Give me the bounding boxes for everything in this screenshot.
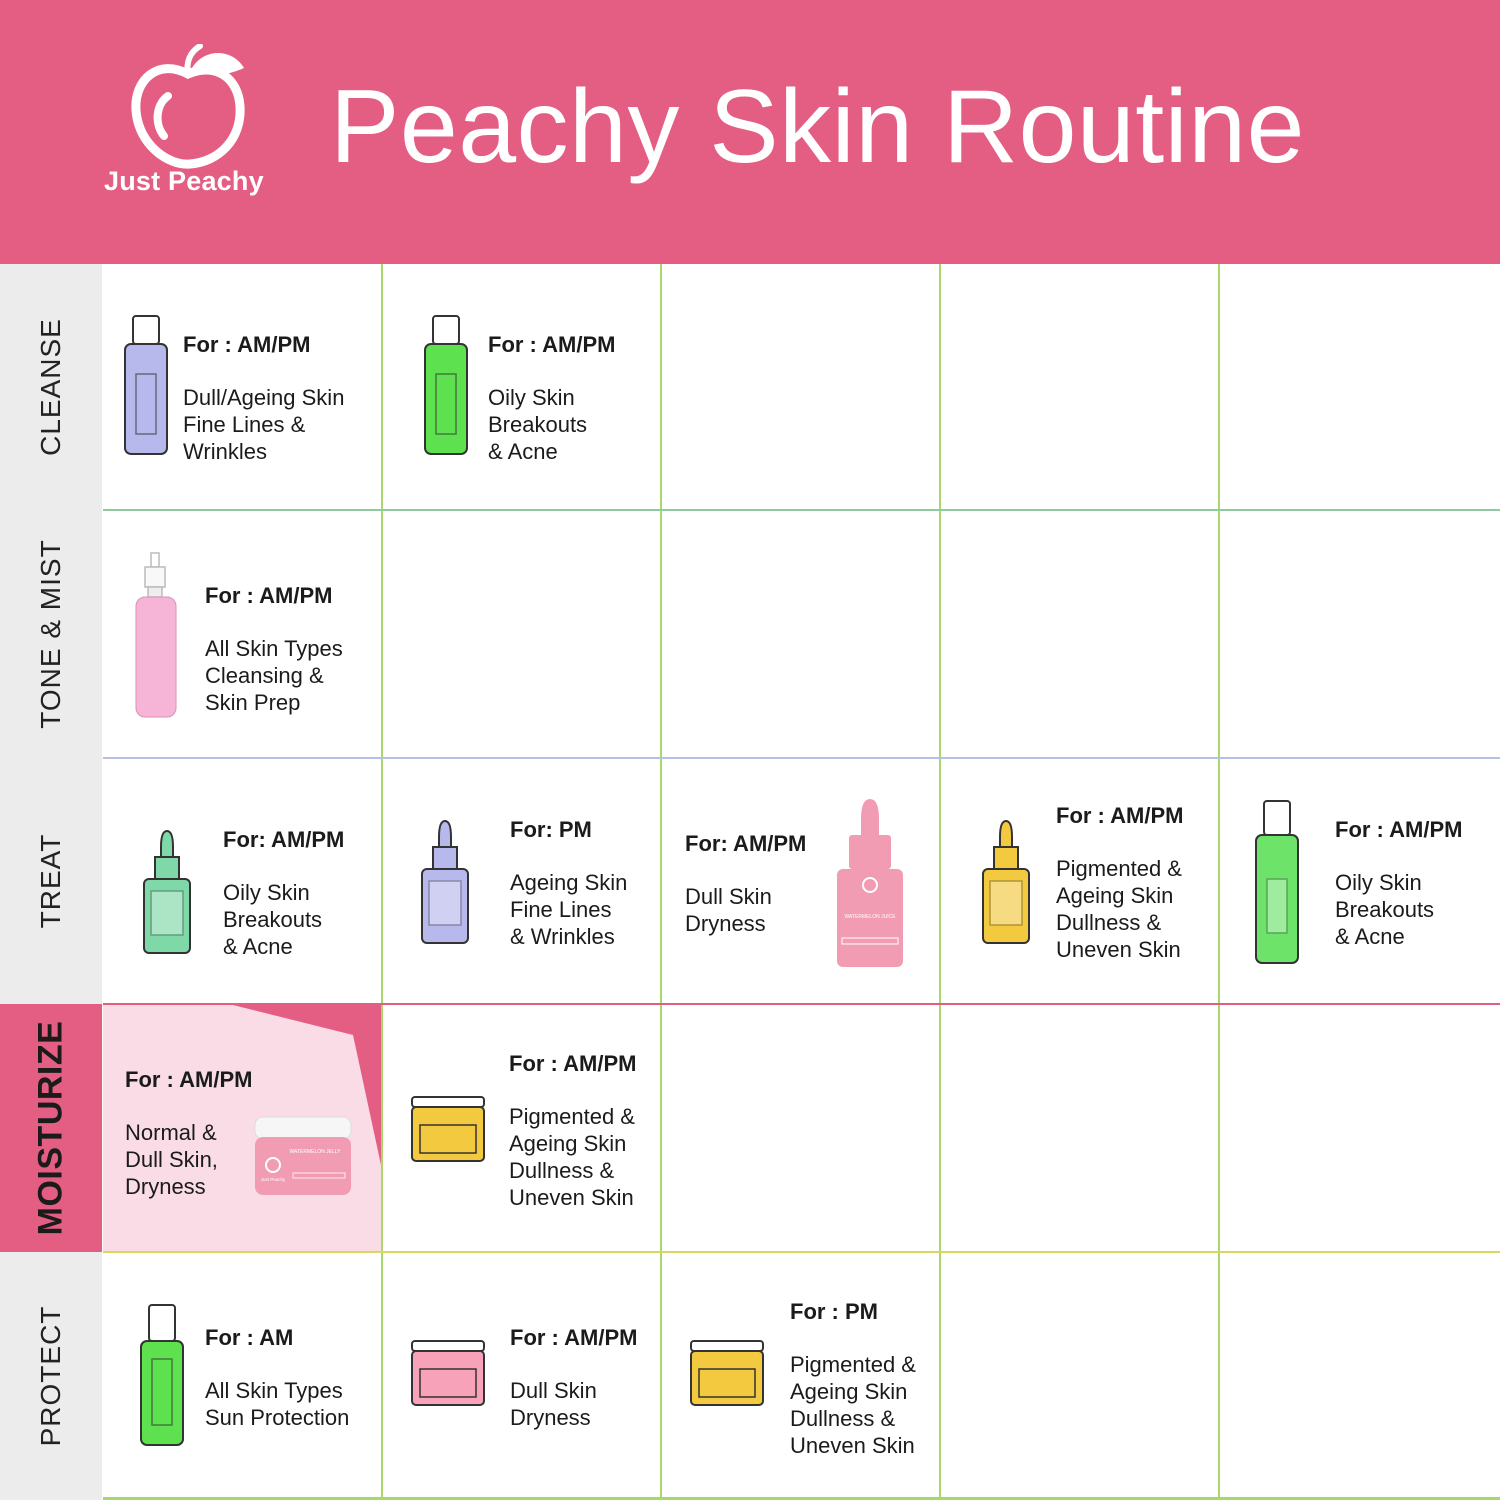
cell-text: For : AM/PM Pigmented & Ageing Skin Dull… — [1056, 803, 1184, 963]
usage-time: For : AM — [205, 1325, 294, 1350]
grid-cell: For : AM/PM Pigmented & Ageing Skin Dull… — [383, 1005, 660, 1251]
grid-line-vertical — [381, 264, 383, 1500]
grid-cell: For: AM/PM Dull Skin Dryness WATERMELON … — [662, 759, 939, 1003]
grid-line-vertical — [1218, 264, 1220, 1500]
page-title: Peachy Skin Routine — [330, 69, 1305, 185]
pump-bottle-icon — [140, 1304, 184, 1446]
skin-concerns: Pigmented & Ageing Skin Dullness & Uneve… — [790, 1352, 916, 1458]
usage-time: For : AM/PM — [125, 1067, 253, 1092]
skin-concerns: Pigmented & Ageing Skin Dullness & Uneve… — [1056, 856, 1182, 962]
skin-concerns: All Skin Types Cleansing & Skin Prep — [205, 636, 343, 715]
row-label-cleanse: CLEANSE — [0, 264, 102, 510]
brand-name: Just Peachy — [104, 166, 264, 196]
cell-text: For : AM/PM Normal & Dull Skin, Dryness — [125, 1067, 253, 1200]
usage-time: For: PM — [510, 817, 592, 842]
grid-line-horizontal — [103, 509, 1500, 511]
cell-text: For: AM/PM Dull Skin Dryness — [685, 831, 806, 937]
grid-cell: For : AM/PM Dull/Ageing Skin Fine Lines … — [103, 264, 381, 509]
cell-text: For: PM Ageing Skin Fine Lines & Wrinkle… — [510, 817, 627, 950]
pump-bottle-icon — [124, 315, 168, 455]
usage-time: For: AM/PM — [223, 827, 345, 852]
skin-concerns: All Skin Types Sun Protection — [205, 1378, 350, 1430]
grid-cell: For : AM/PM Pigmented & Ageing Skin Dull… — [942, 759, 1218, 1003]
row-label-moisturize: MOISTURIZE — [0, 1004, 102, 1252]
row-label-protect: PROTECT — [0, 1252, 102, 1500]
grid-line-vertical — [660, 264, 662, 1500]
grid-cell: For : AM/PM All Skin Types Cleansing & S… — [103, 511, 381, 757]
cell-text: For : AM/PM Oily Skin Breakouts & Acne — [1335, 817, 1463, 950]
cell-text: For : AM/PM Pigmented & Ageing Skin Dull… — [509, 1051, 637, 1211]
jar-icon — [411, 1340, 485, 1406]
skin-concerns: Oily Skin Breakouts & Acne — [223, 880, 323, 959]
grid-line-vertical — [939, 264, 941, 1500]
cell-text: For : AM/PM Oily Skin Breakouts & Acne — [488, 332, 616, 465]
usage-time: For : AM/PM — [509, 1051, 637, 1076]
mist-bottle-icon — [135, 552, 177, 718]
grid-cell: For : PM Pigmented & Ageing Skin Dullnes… — [662, 1253, 939, 1499]
serum-bottle-icon: WATERMELON JUICE — [837, 799, 903, 967]
skin-concerns: Dull/Ageing Skin Fine Lines & Wrinkles — [183, 385, 345, 464]
product-label: WATERMELON JELLY — [289, 1149, 341, 1155]
header-banner: Just Peachy Peachy Skin Routine — [0, 0, 1500, 264]
skin-concerns: Dull Skin Dryness — [510, 1378, 597, 1430]
row-label-tone-mist: TONE & MIST — [0, 510, 102, 758]
dropper-bottle-icon — [982, 819, 1030, 944]
cell-text: For : AM/PM Dull/Ageing Skin Fine Lines … — [183, 332, 344, 465]
grid-line-horizontal — [103, 757, 1500, 759]
usage-time: For : AM/PM — [510, 1325, 638, 1350]
cell-text: For : AM/PM All Skin Types Cleansing & S… — [205, 583, 343, 716]
jar-icon — [411, 1096, 485, 1162]
dropper-bottle-icon — [143, 829, 191, 954]
grid-line-horizontal — [103, 1497, 1500, 1500]
skin-concerns: Oily Skin Breakouts & Acne — [488, 385, 588, 464]
product-label: WATERMELON JUICE — [844, 914, 896, 920]
pump-bottle-icon — [1255, 800, 1299, 964]
cell-text: For : PM Pigmented & Ageing Skin Dullnes… — [790, 1299, 916, 1459]
row-label-treat: TREAT — [0, 758, 102, 1004]
grid-cell: For : AM All Skin Types Sun Protection — [103, 1253, 381, 1499]
cell-text: For: AM/PM Oily Skin Breakouts & Acne — [223, 827, 344, 960]
usage-time: For : PM — [790, 1299, 878, 1324]
dropper-bottle-icon — [421, 819, 469, 944]
skin-concerns: Normal & Dull Skin, Dryness — [125, 1120, 218, 1199]
grid-cell: For: PM Ageing Skin Fine Lines & Wrinkle… — [383, 759, 660, 1003]
usage-time: For: AM/PM — [685, 831, 807, 856]
skin-concerns: Dull Skin Dryness — [685, 884, 772, 936]
usage-time: For : AM/PM — [488, 332, 616, 357]
usage-time: For : AM/PM — [1056, 803, 1184, 828]
grid-cell: For: AM/PM Oily Skin Breakouts & Acne — [103, 759, 381, 1003]
product-brand-label: Just Peachy — [261, 1177, 286, 1182]
peach-logo-icon — [131, 44, 245, 169]
featured-cell: For : AM/PM Normal & Dull Skin, Dryness … — [103, 1005, 381, 1251]
cell-text: For : AM All Skin Types Sun Protection — [205, 1325, 349, 1431]
pump-bottle-icon — [424, 315, 468, 455]
skin-concerns: Pigmented & Ageing Skin Dullness & Uneve… — [509, 1104, 635, 1210]
skin-concerns: Oily Skin Breakouts & Acne — [1335, 870, 1435, 949]
grid-cell: For : AM/PM Dull Skin Dryness — [383, 1253, 660, 1499]
grid-cell: For : AM/PM Oily Skin Breakouts & Acne — [383, 264, 660, 509]
skin-concerns: Ageing Skin Fine Lines & Wrinkles — [510, 870, 628, 949]
cell-text: For : AM/PM Dull Skin Dryness — [510, 1325, 638, 1431]
highlight-corner — [233, 1005, 381, 1165]
usage-time: For : AM/PM — [1335, 817, 1463, 842]
jelly-jar-icon: WATERMELON JELLY Just Peachy — [254, 1116, 352, 1195]
usage-time: For : AM/PM — [205, 583, 333, 608]
grid-line-horizontal — [103, 1003, 1500, 1005]
usage-time: For : AM/PM — [183, 332, 311, 357]
grid-cell: For : AM/PM Oily Skin Breakouts & Acne — [1221, 759, 1500, 1003]
jar-icon — [690, 1340, 764, 1406]
grid-line-horizontal — [103, 1251, 1500, 1253]
